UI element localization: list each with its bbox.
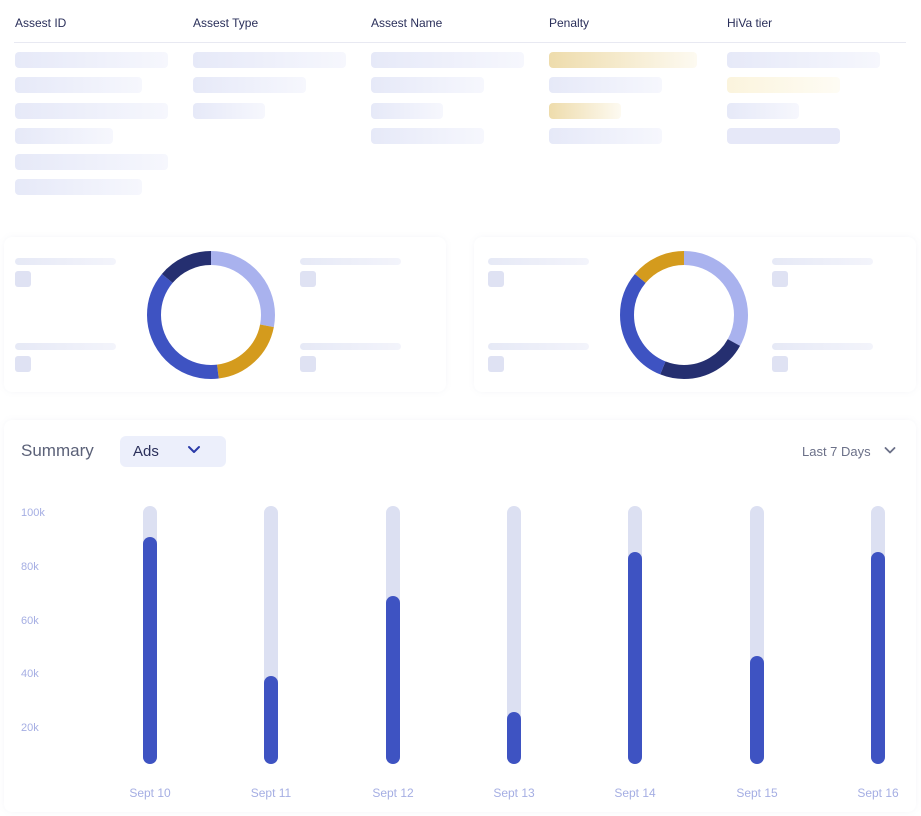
x-tick-label: Sept 14 [614, 786, 656, 800]
skeleton-cell [15, 179, 142, 195]
bar-sept-12[interactable] [386, 596, 400, 764]
skeleton-cell [193, 103, 265, 119]
bar-track [628, 506, 642, 764]
date-range-selector[interactable]: Last 7 Days [802, 444, 871, 459]
donut-segment [620, 251, 748, 379]
skeleton-cell [15, 52, 168, 68]
skeleton-cell [727, 128, 840, 144]
legend-line [15, 258, 116, 265]
donut-chart-right [620, 251, 748, 379]
x-tick-label: Sept 11 [250, 786, 292, 800]
skeleton-cell [549, 77, 662, 93]
bar-track [264, 506, 278, 764]
donut-segment [620, 251, 748, 379]
legend-line [300, 343, 401, 350]
column-header-asset-name[interactable]: Assest Name [371, 16, 443, 30]
skeleton-cell [727, 103, 799, 119]
table-header-divider [14, 42, 906, 43]
skeleton-cell-penalty [549, 52, 697, 68]
legend-swatch [488, 356, 504, 372]
y-tick-label: 60k [21, 615, 39, 627]
y-tick-label: 40k [21, 668, 39, 680]
column-header-asset-id[interactable]: Assest ID [15, 16, 67, 30]
skeleton-cell [15, 77, 142, 93]
donut-segment [147, 251, 275, 379]
bar-track [871, 506, 885, 764]
bar-sept-13[interactable] [507, 712, 521, 764]
skeleton-cell [727, 52, 880, 68]
skeleton-cell [371, 103, 443, 119]
summary-panel [4, 420, 916, 812]
legend-swatch [772, 271, 788, 287]
x-tick-label: Sept 15 [736, 786, 778, 800]
skeleton-cell [15, 128, 113, 144]
y-tick-label: 100k [21, 507, 45, 519]
bar-track [386, 506, 400, 764]
x-tick-label: Sept 12 [372, 786, 414, 800]
column-header-hiva-tier[interactable]: HiVa tier [727, 16, 773, 30]
skeleton-cell [15, 154, 168, 170]
legend-line [15, 343, 116, 350]
x-tick-label: Sept 10 [129, 786, 171, 800]
legend-swatch [15, 271, 31, 287]
skeleton-cell [371, 128, 484, 144]
legend-line [772, 343, 873, 350]
legend-swatch [300, 271, 316, 287]
legend-swatch [772, 356, 788, 372]
skeleton-cell [193, 77, 306, 93]
bar-sept-16[interactable] [871, 552, 885, 764]
chevron-down-icon[interactable] [884, 446, 896, 455]
bar-sept-11[interactable] [264, 676, 278, 764]
x-tick-label: Sept 13 [493, 786, 535, 800]
skeleton-cell [371, 52, 524, 68]
skeleton-cell-penalty [549, 103, 621, 119]
bar-track [750, 506, 764, 764]
skeleton-cell [371, 77, 484, 93]
y-tick-label: 80k [21, 561, 39, 573]
bar-sept-10[interactable] [143, 537, 157, 764]
skeleton-cell [549, 128, 662, 144]
y-tick-label: 20k [21, 722, 39, 734]
summary-title: Summary [21, 441, 94, 460]
column-header-penalty[interactable]: Penalty [549, 16, 590, 30]
bar-track [143, 506, 157, 764]
legend-line [488, 343, 589, 350]
legend-swatch [300, 356, 316, 372]
skeleton-cell [15, 103, 168, 119]
metric-dropdown[interactable]: Ads [120, 436, 226, 467]
column-header-asset-type[interactable]: Assest Type [193, 16, 259, 30]
legend-line [772, 258, 873, 265]
metric-dropdown-value: Ads [133, 443, 159, 460]
chevron-down-icon [188, 446, 200, 453]
donut-chart-left [147, 251, 275, 379]
legend-line [488, 258, 589, 265]
bar-track [507, 506, 521, 764]
donut-segment [620, 251, 748, 379]
bar-sept-15[interactable] [750, 656, 764, 764]
bar-sept-14[interactable] [628, 552, 642, 764]
legend-swatch [488, 271, 504, 287]
legend-line [300, 258, 401, 265]
x-tick-label: Sept 16 [857, 786, 899, 800]
skeleton-cell-tier [727, 77, 840, 93]
donut-segment [147, 251, 275, 379]
legend-swatch [15, 356, 31, 372]
skeleton-cell [193, 52, 346, 68]
